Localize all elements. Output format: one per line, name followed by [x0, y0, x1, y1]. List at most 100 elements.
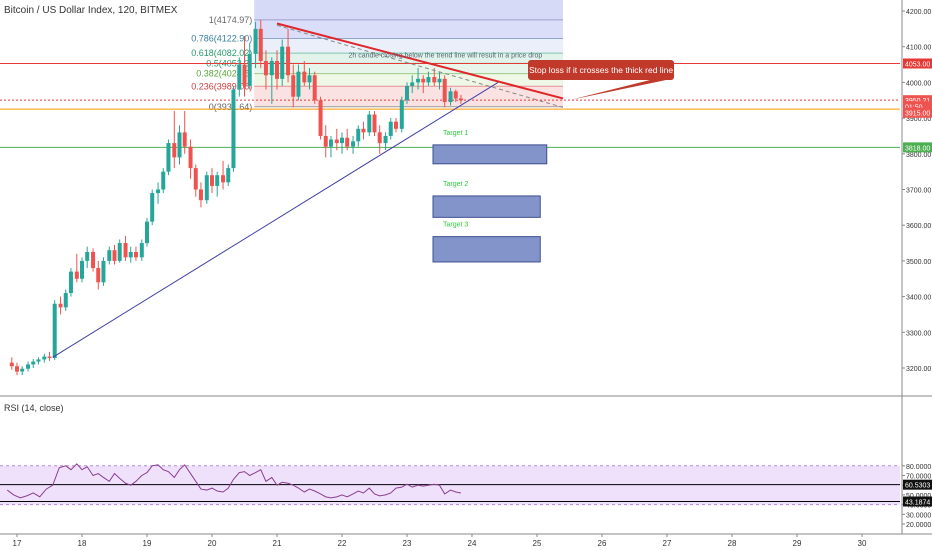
candle-body[interactable]: [63, 293, 68, 308]
candle-body[interactable]: [68, 271, 73, 294]
candle-body[interactable]: [237, 64, 242, 90]
candle-body[interactable]: [328, 139, 333, 147]
callout-text: Stop loss if it crosses the thick red li…: [529, 65, 673, 75]
candle-body[interactable]: [307, 75, 312, 83]
candle-body[interactable]: [112, 250, 117, 261]
candle-body[interactable]: [193, 168, 198, 190]
candle-body[interactable]: [280, 46, 285, 79]
rsi-axis-badge: [903, 479, 932, 490]
candle-body[interactable]: [150, 193, 155, 222]
candle-body[interactable]: [80, 260, 84, 279]
candle-body[interactable]: [432, 77, 437, 83]
candle-body[interactable]: [253, 28, 258, 54]
candle-body[interactable]: [221, 175, 226, 183]
candle-body[interactable]: [351, 141, 356, 147]
candle-body[interactable]: [410, 82, 415, 86]
candle-body[interactable]: [36, 359, 41, 362]
candle-body[interactable]: [161, 171, 166, 190]
candle-body[interactable]: [361, 128, 366, 133]
candle-body[interactable]: [188, 146, 193, 169]
candle-body[interactable]: [421, 78, 426, 83]
candle-body[interactable]: [9, 362, 14, 367]
candle-body[interactable]: [453, 91, 458, 99]
target-box-3[interactable]: [432, 236, 541, 263]
candle-body[interactable]: [145, 221, 149, 244]
time-tick-label: 22: [338, 539, 347, 548]
candle-body[interactable]: [356, 128, 361, 142]
candle-body[interactable]: [139, 243, 144, 258]
rsi-panel[interactable]: [0, 463, 900, 506]
candle-body[interactable]: [231, 89, 236, 169]
candle-body[interactable]: [258, 28, 263, 61]
price-panel[interactable]: 1(4174.97) 0.786(4122.90) 0.618(4082.02) 0.…: [0, 0, 900, 376]
support-trendline[interactable]: [52, 81, 499, 358]
candle-body[interactable]: [101, 260, 106, 283]
candle-body[interactable]: [334, 139, 339, 144]
candle-body[interactable]: [91, 251, 96, 269]
candle-body[interactable]: [117, 243, 122, 261]
candle-body[interactable]: [52, 303, 57, 359]
candle-body[interactable]: [416, 78, 421, 83]
price-tick-label: 4000.00: [906, 80, 931, 87]
rsi-line[interactable]: [6, 463, 462, 499]
candle-body[interactable]: [426, 77, 431, 83]
candle-body[interactable]: [177, 132, 182, 158]
candle-body[interactable]: [85, 251, 90, 261]
candle-body[interactable]: [399, 100, 404, 129]
candle-body[interactable]: [302, 71, 307, 83]
candle-body[interactable]: [269, 60, 274, 76]
candle-body[interactable]: [437, 78, 442, 83]
target-box-2[interactable]: [432, 195, 541, 218]
candle-body[interactable]: [47, 356, 52, 359]
candle-body[interactable]: [405, 85, 409, 101]
candle-body[interactable]: [318, 100, 323, 136]
candle-body[interactable]: [263, 60, 268, 76]
candle-body[interactable]: [123, 243, 128, 258]
candle-body[interactable]: [58, 303, 63, 308]
candle-body[interactable]: [31, 361, 36, 365]
candle-body[interactable]: [323, 135, 328, 147]
candle-body[interactable]: [15, 366, 19, 372]
candle-body[interactable]: [74, 271, 79, 279]
callout-box[interactable]: [528, 60, 674, 80]
candle-body[interactable]: [172, 143, 177, 158]
candle-body[interactable]: [133, 251, 138, 258]
resistance-trendline[interactable]: [276, 22, 564, 100]
candle-body[interactable]: [312, 75, 317, 101]
candle-body[interactable]: [372, 114, 377, 133]
candle-body[interactable]: [198, 189, 203, 201]
candle-body[interactable]: [26, 364, 31, 369]
price-axis-badge: [903, 107, 932, 118]
candle-body[interactable]: [448, 91, 453, 103]
candle-body[interactable]: [275, 60, 279, 79]
candle-body[interactable]: [458, 98, 463, 101]
candle-body[interactable]: [182, 132, 187, 147]
candle-body[interactable]: [156, 189, 161, 194]
candle-body[interactable]: [247, 53, 252, 86]
candle-body[interactable]: [345, 137, 350, 147]
candle-body[interactable]: [204, 175, 209, 201]
candle-body[interactable]: [393, 121, 398, 129]
candle-body[interactable]: [291, 75, 296, 97]
candle-body[interactable]: [107, 250, 112, 261]
candle-body[interactable]: [210, 175, 214, 186]
candle-body[interactable]: [388, 121, 393, 136]
candle-body[interactable]: [377, 132, 382, 144]
target-box-1[interactable]: [432, 144, 548, 165]
candle-body[interactable]: [128, 251, 133, 258]
candle-body[interactable]: [42, 356, 47, 360]
candle-body[interactable]: [340, 137, 344, 144]
candle-body[interactable]: [20, 368, 25, 372]
candle-body[interactable]: [242, 64, 247, 86]
candle-body[interactable]: [367, 114, 372, 133]
candle-body[interactable]: [442, 78, 447, 103]
price-axis-badge: [903, 142, 932, 153]
candle-body[interactable]: [296, 71, 301, 97]
candle-body[interactable]: [96, 268, 101, 283]
candle-body[interactable]: [383, 135, 388, 144]
candle-body[interactable]: [286, 46, 291, 76]
candle-body[interactable]: [166, 143, 171, 172]
candle-body[interactable]: [226, 168, 231, 183]
rsi-tick-label: 50.0000: [906, 493, 931, 500]
candle-body[interactable]: [215, 175, 220, 186]
